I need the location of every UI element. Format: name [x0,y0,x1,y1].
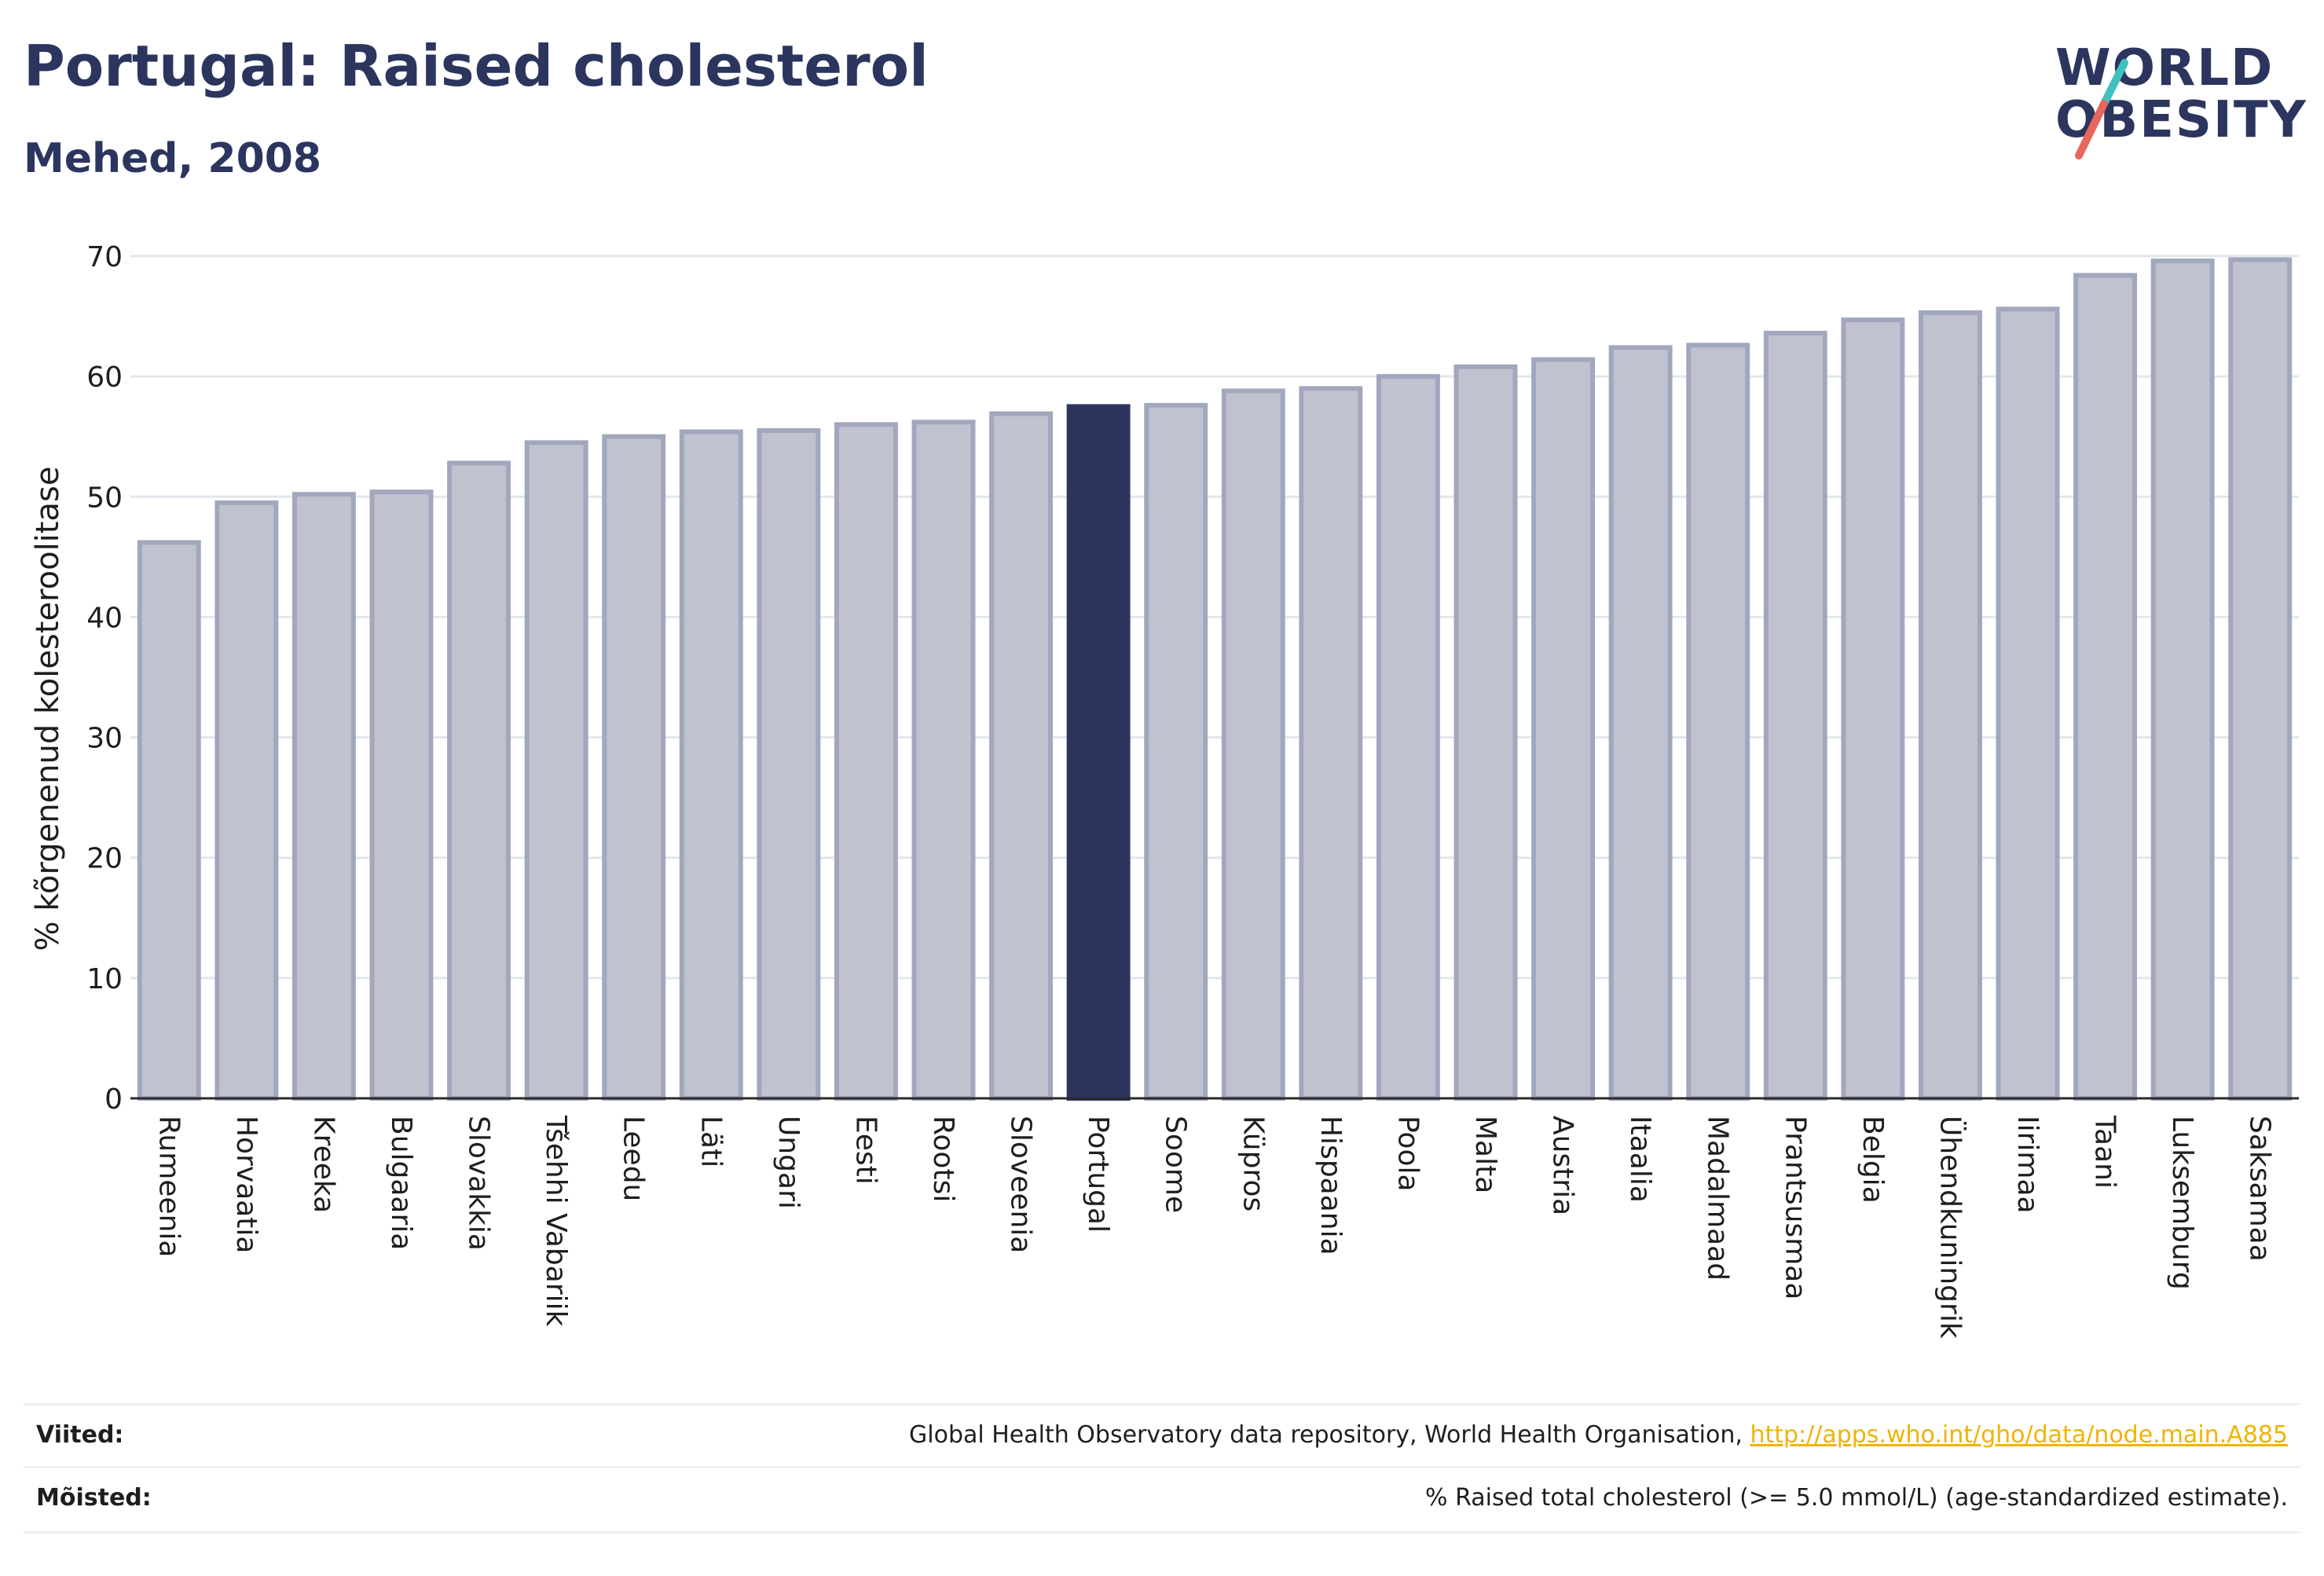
bar-ungari [757,428,821,1101]
y-axis-title: % kõrgenenud kolesteroolitase [30,467,66,951]
bar-madalmaad [1686,343,1750,1101]
logo-text-world: WORLD [2055,39,2275,97]
x-tick-label: Slovakkia [463,1116,495,1251]
bar-belgia [1841,317,1905,1101]
bar-poola [1376,374,1440,1101]
y-tick-label: 50 [86,482,123,514]
source-link[interactable]: http://apps.who.int/gho/data/node.main.A… [1750,1421,2288,1449]
references-text: Global Health Observatory data repositor… [909,1421,1750,1449]
bar-eesti [834,422,898,1101]
x-tick-label: Tšehhi Vabariik [540,1115,572,1327]
x-tick-label: Rumeenia [152,1116,185,1257]
y-tick-label: 60 [86,361,123,394]
logo-slash-teal [2100,59,2128,108]
bar-küpros [1221,388,1285,1101]
x-tick-label: Belgia [1857,1116,1889,1204]
y-tick-label: 20 [86,843,123,875]
x-tick-label: Itaalia [1624,1116,1656,1203]
logo-slash-icon [2075,59,2128,159]
y-tick-label: 70 [86,241,123,273]
x-tick-label: Leedu [618,1116,650,1201]
x-tick-label: Rootsi [927,1116,959,1202]
footer-references-row: Viited: Global Health Observatory data r… [24,1403,2300,1468]
bar-portugal [1066,404,1131,1101]
bar-bulgaaria [369,489,434,1101]
x-tick-label: Ungari [772,1116,805,1209]
x-tick-label: Bulgaaria [385,1116,417,1250]
references-label: Viited: [36,1421,124,1449]
definitions-label: Mõisted: [36,1484,152,1512]
bar-saksamaa [2228,257,2293,1101]
bar-tšehhi-vabariik [524,440,588,1101]
world-obesity-logo: WORLD OBESITY [2043,39,2306,173]
x-tick-label: Hispaania [1314,1116,1347,1255]
bars [137,257,2293,1101]
bar-horvaatia [214,500,279,1101]
x-tick-label: Saksamaa [2244,1116,2276,1262]
bar-ühendkuningrik [1918,310,1982,1101]
bar-prantsusmaa [1763,331,1827,1101]
bar-hispaania [1299,386,1363,1101]
bar-austria [1531,357,1596,1101]
x-tick-label: Austria [1547,1116,1579,1215]
bar-leedu [602,434,666,1101]
axis-labels: 0 10 20 30 40 50 60 70 Rumeenia Horvaatia Kreeka Bu… [30,241,2276,1339]
bar-rumeenia [137,540,201,1101]
bar-iirimaa [1996,306,2060,1101]
bar-luksemburg [2150,258,2215,1101]
x-tick-label: Luksemburg [2166,1116,2198,1290]
bar-soome [1144,402,1208,1101]
x-tick-label: Ühendkuningrik [1934,1116,1967,1339]
x-tick-label: Madalmaad [1702,1116,1734,1281]
x-tick-label: Kreeka [307,1116,339,1213]
x-tick-label: Taani [2089,1115,2121,1189]
y-tick-label: 40 [86,602,123,634]
x-tick-label: Sloveenia [1005,1116,1037,1253]
bar-slovakkia [447,460,511,1101]
x-tick-label: Poola [1391,1116,1424,1192]
y-tick-label: 10 [86,963,123,995]
x-tick-label: Soome [1160,1116,1192,1213]
x-tick-label: Läti [695,1116,727,1167]
bar-rootsi [911,420,976,1101]
bar-chart: 0 10 20 30 40 50 60 70 Rumeenia Horvaatia Kreeka Bu… [30,241,2299,1339]
bar-taani [2073,273,2138,1101]
x-tick-label: Iirimaa [2011,1116,2044,1214]
chart-title: Portugal: Raised cholesterol [24,33,929,99]
bar-itaalia [1608,345,1673,1101]
bar-malta [1453,364,1518,1101]
bar-sloveenia [989,411,1054,1101]
x-tick-label: Portugal [1082,1116,1114,1233]
footer-definitions-row: Mõisted: % Raised total cholesterol (>= … [24,1466,2300,1534]
bar-läti [679,429,743,1101]
y-tick-label: 30 [86,723,123,755]
x-tick-label: Malta [1469,1116,1501,1193]
x-tick-label: Horvaatia [230,1116,262,1254]
x-tick-label: Eesti [849,1116,882,1185]
chart-subtitle: Mehed, 2008 [24,135,322,182]
logo-slash-red [2075,100,2108,159]
bar-kreeka [291,492,356,1101]
references-value: Global Health Observatory data repositor… [909,1421,2288,1449]
definitions-value: % Raised total cholesterol (>= 5.0 mmol/… [1425,1484,2288,1512]
y-tick-label: 0 [104,1083,123,1116]
x-tick-label: Prantsusmaa [1779,1116,1811,1299]
x-tick-label: Küpros [1237,1116,1269,1211]
